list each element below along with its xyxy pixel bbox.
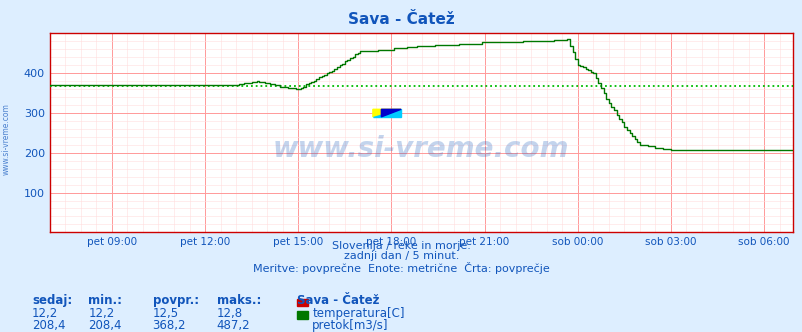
Text: min.:: min.: [88,294,122,307]
Text: sedaj:: sedaj: [32,294,72,307]
Text: 12,5: 12,5 [152,307,179,320]
Text: 208,4: 208,4 [32,319,66,332]
Text: 12,2: 12,2 [32,307,59,320]
Text: temperatura[C]: temperatura[C] [312,307,404,320]
Text: maks.:: maks.: [217,294,261,307]
Text: Slovenija / reke in morje.: Slovenija / reke in morje. [332,241,470,251]
Polygon shape [381,109,401,117]
Text: povpr.:: povpr.: [152,294,198,307]
Text: 12,8: 12,8 [217,307,243,320]
Polygon shape [372,109,401,117]
Text: Sava - Čatež: Sava - Čatež [297,294,379,307]
Polygon shape [372,109,401,117]
Text: www.si-vreme.com: www.si-vreme.com [273,135,569,163]
Text: 487,2: 487,2 [217,319,250,332]
Text: www.si-vreme.com: www.si-vreme.com [2,104,11,175]
Text: 12,2: 12,2 [88,307,115,320]
Text: Sava - Čatež: Sava - Čatež [348,12,454,27]
Text: 368,2: 368,2 [152,319,186,332]
Text: 208,4: 208,4 [88,319,122,332]
Text: zadnji dan / 5 minut.: zadnji dan / 5 minut. [343,251,459,261]
Text: pretok[m3/s]: pretok[m3/s] [312,319,388,332]
Text: Meritve: povprečne  Enote: metrične  Črta: povprečje: Meritve: povprečne Enote: metrične Črta:… [253,262,549,274]
